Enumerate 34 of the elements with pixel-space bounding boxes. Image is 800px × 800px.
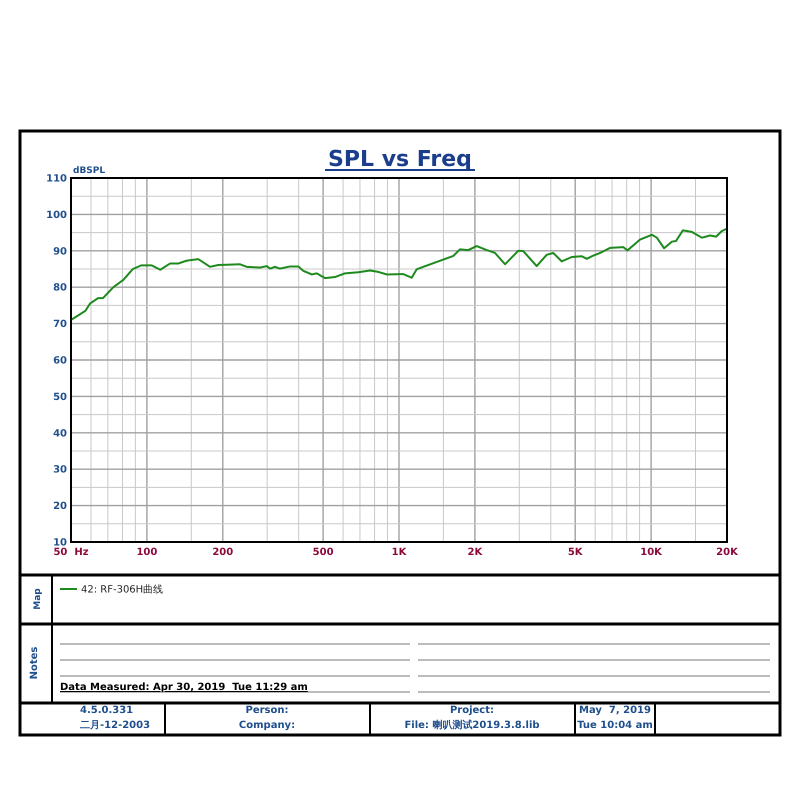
- legend-label: 42: RF-306H曲线: [81, 584, 164, 596]
- x-tick-label: 5K: [568, 547, 584, 558]
- text: File: 喇叭测试2019.3.8.lib: [404, 719, 540, 731]
- text: 4.5.0.331: [80, 705, 134, 716]
- text: Notes: [29, 646, 40, 680]
- text: Company:: [238, 720, 296, 731]
- text: Data Measured: Apr 30, 2019 Tue 11:29 am: [60, 682, 308, 693]
- y-tick-label: 20: [53, 501, 68, 512]
- x-tick-label: 100: [136, 547, 158, 558]
- x-tick-label: 20K: [716, 547, 740, 558]
- y-tick-label: 40: [53, 428, 68, 440]
- y-tick-label: 60: [53, 356, 68, 366]
- text: May 7, 2019: [579, 705, 652, 716]
- y-tick-label: 70: [53, 319, 68, 330]
- x-tick-label: 200: [212, 547, 234, 558]
- legend-title: Map: [33, 588, 43, 610]
- text: Project:: [450, 705, 494, 716]
- x-tick-label: 1K: [392, 547, 408, 558]
- y-axis-title: dBSPL: [73, 166, 106, 176]
- x-tick-label: 10K: [640, 547, 664, 558]
- text: Tue 10:04 am: [577, 720, 653, 731]
- chart-title: SPL vs Freq: [328, 147, 472, 172]
- x-tick-label: 50 Hz: [53, 547, 89, 558]
- y-tick-label: 90: [53, 246, 68, 258]
- y-tick-label: 10: [53, 538, 68, 548]
- text: Person:: [246, 705, 288, 716]
- y-tick-label: 30: [53, 464, 68, 476]
- y-tick-label: 110: [46, 174, 68, 184]
- x-tick-label: 500: [312, 547, 334, 558]
- y-tick-label: 100: [46, 210, 68, 221]
- text: 二月-12-2003: [80, 720, 150, 731]
- y-tick-label: 50: [53, 392, 68, 403]
- x-tick-label: 2K: [468, 547, 484, 558]
- y-tick-label: 80: [53, 282, 68, 294]
